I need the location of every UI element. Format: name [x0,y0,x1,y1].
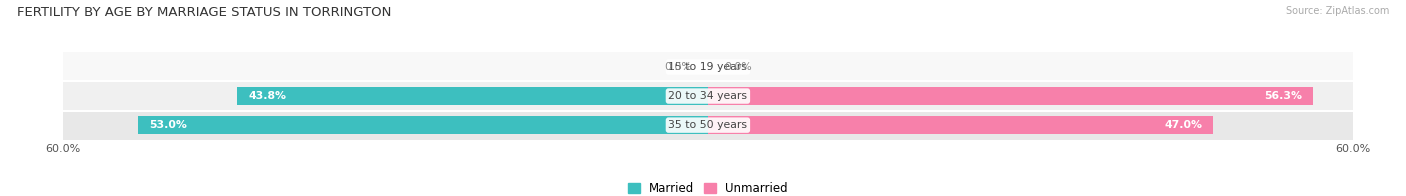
Bar [138,116,707,134]
Text: 0.0%: 0.0% [664,62,692,72]
Text: 0.0%: 0.0% [724,62,752,72]
Text: 35 to 50 years: 35 to 50 years [668,120,748,130]
Bar [707,87,1313,105]
Text: Source: ZipAtlas.com: Source: ZipAtlas.com [1285,6,1389,16]
Legend: Married, Unmarried: Married, Unmarried [623,178,793,196]
Bar [63,82,1353,111]
Bar [238,87,707,105]
Text: 53.0%: 53.0% [149,120,187,130]
Bar [707,116,1213,134]
Text: 43.8%: 43.8% [247,91,285,101]
Text: FERTILITY BY AGE BY MARRIAGE STATUS IN TORRINGTON: FERTILITY BY AGE BY MARRIAGE STATUS IN T… [17,6,391,19]
Bar [63,111,1353,140]
Text: 15 to 19 years: 15 to 19 years [668,62,748,72]
Bar [63,52,1353,82]
Text: 20 to 34 years: 20 to 34 years [668,91,748,101]
Text: 56.3%: 56.3% [1264,91,1302,101]
Text: 47.0%: 47.0% [1164,120,1202,130]
